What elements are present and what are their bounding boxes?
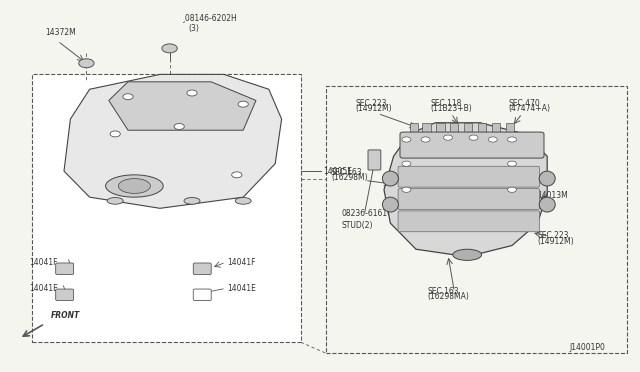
FancyBboxPatch shape (398, 166, 540, 187)
Ellipse shape (236, 198, 252, 204)
Ellipse shape (383, 197, 398, 212)
Text: 14041F: 14041F (227, 258, 256, 267)
Text: (14912M): (14912M) (355, 105, 392, 113)
Circle shape (110, 131, 120, 137)
Text: 14041F: 14041F (29, 258, 58, 267)
Circle shape (402, 161, 411, 166)
Circle shape (238, 101, 248, 107)
Text: STUD(2): STUD(2) (341, 221, 372, 230)
Ellipse shape (540, 171, 556, 186)
Circle shape (402, 137, 411, 142)
Circle shape (508, 161, 516, 166)
FancyBboxPatch shape (193, 289, 211, 301)
FancyBboxPatch shape (56, 289, 74, 301)
Text: ¸08146-6202H: ¸08146-6202H (182, 13, 238, 22)
Text: 14005E: 14005E (323, 167, 352, 176)
Circle shape (444, 135, 452, 140)
Ellipse shape (118, 179, 150, 193)
Bar (478, 123, 486, 156)
Bar (464, 123, 472, 156)
Bar (506, 123, 514, 156)
Bar (410, 123, 418, 156)
Bar (492, 123, 500, 156)
Circle shape (79, 59, 94, 68)
Polygon shape (64, 74, 282, 208)
Ellipse shape (107, 198, 123, 204)
Circle shape (488, 137, 497, 142)
Circle shape (508, 187, 516, 192)
Polygon shape (109, 82, 256, 130)
Circle shape (421, 137, 430, 142)
Text: SEC.223: SEC.223 (355, 99, 387, 108)
Text: (14912M): (14912M) (538, 237, 574, 246)
Bar (326, 86, 627, 353)
Ellipse shape (383, 171, 398, 186)
FancyBboxPatch shape (400, 132, 544, 158)
Circle shape (162, 44, 177, 53)
Text: (16298M): (16298M) (331, 173, 367, 182)
Text: (11B23+B): (11B23+B) (430, 105, 472, 113)
FancyBboxPatch shape (56, 263, 74, 275)
Text: SEC.163: SEC.163 (428, 287, 459, 296)
Text: 08236-61610: 08236-61610 (341, 209, 392, 218)
FancyBboxPatch shape (368, 150, 381, 170)
Ellipse shape (184, 198, 200, 204)
Ellipse shape (453, 249, 481, 260)
Text: 14041E: 14041E (29, 284, 58, 293)
FancyBboxPatch shape (398, 211, 540, 232)
Ellipse shape (540, 197, 556, 212)
Bar (422, 123, 431, 156)
Text: SEC.223: SEC.223 (538, 231, 569, 240)
Bar (450, 123, 458, 156)
Text: (16298MA): (16298MA) (428, 292, 469, 301)
Circle shape (174, 124, 184, 129)
Text: SEC.470: SEC.470 (509, 99, 541, 108)
FancyBboxPatch shape (398, 189, 540, 209)
FancyBboxPatch shape (193, 263, 211, 275)
Text: (47474+A): (47474+A) (509, 105, 551, 113)
Bar (32, 74, 301, 342)
Ellipse shape (106, 175, 163, 197)
Text: FRONT: FRONT (51, 311, 81, 320)
Text: 14013M: 14013M (538, 191, 568, 200)
Circle shape (469, 135, 478, 140)
Text: J14001P0: J14001P0 (569, 343, 605, 352)
Circle shape (402, 187, 411, 192)
Polygon shape (384, 123, 547, 257)
Bar (436, 123, 445, 156)
Circle shape (123, 94, 133, 100)
Circle shape (232, 172, 242, 178)
Text: SEC.163: SEC.163 (331, 168, 362, 177)
Circle shape (508, 137, 516, 142)
Text: 14372M: 14372M (45, 28, 76, 37)
Text: 14041E: 14041E (227, 284, 256, 293)
Text: (3): (3) (189, 25, 200, 33)
Circle shape (187, 90, 197, 96)
Text: SEC.118: SEC.118 (430, 99, 461, 108)
